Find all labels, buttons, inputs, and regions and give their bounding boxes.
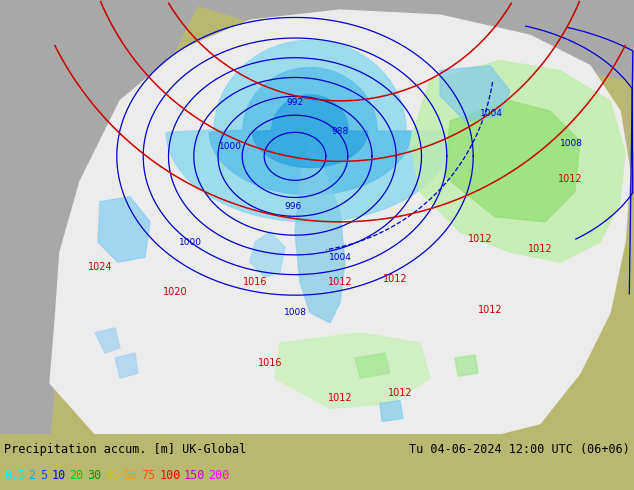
Text: 1012: 1012 — [387, 388, 412, 398]
Text: 1012: 1012 — [383, 274, 407, 284]
Text: 1024: 1024 — [87, 262, 112, 272]
Polygon shape — [440, 66, 510, 121]
Polygon shape — [295, 131, 345, 323]
Polygon shape — [445, 101, 580, 222]
Text: 1004: 1004 — [328, 253, 351, 262]
Text: 0.5: 0.5 — [4, 469, 25, 483]
Text: 1012: 1012 — [468, 234, 493, 244]
Polygon shape — [252, 95, 368, 168]
Text: 1004: 1004 — [480, 109, 503, 118]
Text: 20: 20 — [70, 469, 84, 483]
Text: 1008: 1008 — [283, 308, 306, 317]
Polygon shape — [209, 68, 411, 195]
Text: 1000: 1000 — [219, 142, 242, 151]
Polygon shape — [166, 40, 454, 222]
Text: 1008: 1008 — [560, 139, 583, 148]
Text: 992: 992 — [287, 98, 304, 107]
Text: 1012: 1012 — [328, 277, 353, 287]
Polygon shape — [355, 353, 390, 378]
Text: 1000: 1000 — [179, 238, 202, 246]
Text: 75: 75 — [141, 469, 156, 483]
Text: Tu 04-06-2024 12:00 UTC (06+06): Tu 04-06-2024 12:00 UTC (06+06) — [409, 443, 630, 456]
Polygon shape — [380, 400, 403, 421]
Text: 30: 30 — [87, 469, 101, 483]
Polygon shape — [50, 10, 630, 434]
Text: 2: 2 — [29, 469, 36, 483]
Polygon shape — [410, 60, 625, 262]
Text: 988: 988 — [332, 126, 349, 136]
Text: 1012: 1012 — [527, 244, 552, 254]
Text: 1020: 1020 — [163, 288, 187, 297]
Polygon shape — [250, 232, 285, 277]
Text: 1016: 1016 — [243, 277, 268, 287]
Text: Precipitation accum. [m] UK-Global: Precipitation accum. [m] UK-Global — [4, 443, 246, 456]
Polygon shape — [180, 0, 634, 81]
Text: 1012: 1012 — [477, 305, 502, 315]
Polygon shape — [455, 355, 478, 376]
Polygon shape — [0, 0, 200, 434]
Text: 10: 10 — [51, 469, 66, 483]
Text: 50: 50 — [124, 469, 138, 483]
Text: 5: 5 — [40, 469, 47, 483]
Text: 150: 150 — [184, 469, 205, 483]
Polygon shape — [275, 333, 430, 409]
Polygon shape — [115, 353, 138, 378]
Polygon shape — [98, 196, 150, 262]
Text: 1012: 1012 — [558, 173, 582, 184]
Polygon shape — [95, 328, 120, 353]
Text: 40: 40 — [105, 469, 120, 483]
Text: 200: 200 — [209, 469, 230, 483]
Text: 1012: 1012 — [328, 393, 353, 403]
Text: 996: 996 — [285, 202, 302, 211]
Text: 100: 100 — [160, 469, 181, 483]
Text: 1016: 1016 — [258, 358, 282, 368]
